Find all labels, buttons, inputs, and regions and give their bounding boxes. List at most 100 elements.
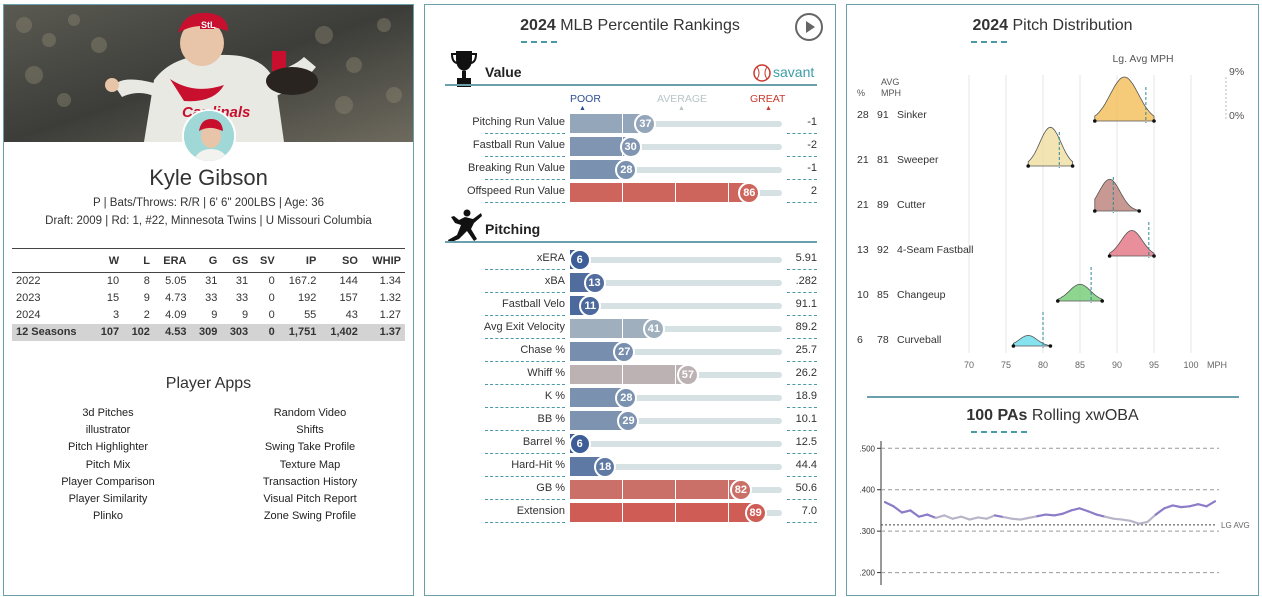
scale-great: GREAT	[750, 93, 786, 105]
curve-end-dot	[1011, 344, 1016, 348]
app-link[interactable]: Random Video	[273, 407, 347, 419]
stats-cell: 4.73	[165, 292, 187, 304]
stats-cell: 0	[252, 323, 279, 341]
xwoba-line-segment	[1036, 513, 1047, 518]
xwoba-line-segment	[909, 509, 920, 518]
x-axis-unit: MPH	[1207, 360, 1227, 370]
stats-cell: 10	[106, 275, 120, 288]
stats-header-row: W L ERA G GS SV IP SO WHIP	[12, 248, 405, 273]
app-link[interactable]: Pitch Mix	[85, 458, 131, 471]
xwoba-line-segment	[926, 513, 937, 519]
app-link[interactable]: Texture Map	[279, 458, 341, 471]
value-section-rule	[445, 84, 817, 86]
stats-cell: 0	[268, 309, 275, 321]
app-link[interactable]: Player Comparison	[61, 475, 155, 488]
stats-cell: 107	[92, 323, 124, 341]
curve-end-dot	[1152, 119, 1156, 123]
stats-cell: 0	[268, 292, 275, 304]
percentile-row-label: Fastball Velo	[502, 298, 565, 310]
percentile-row-value: .282	[795, 275, 817, 287]
app-link[interactable]: Swing Take Profile	[264, 441, 356, 454]
percentile-circle: 57	[676, 363, 699, 386]
value-section-title: Value	[485, 64, 522, 80]
curve-end-dot	[1100, 299, 1104, 303]
app-link[interactable]: 3d Pitches	[82, 407, 134, 419]
y-tick-label: .200	[859, 569, 875, 578]
percentile-row-value: 50.6	[795, 482, 817, 494]
percentile-row-label: Avg Exit Velocity	[483, 321, 565, 333]
stats-cell: 15	[106, 292, 120, 304]
xwoba-line-segment	[1188, 503, 1200, 508]
app-link[interactable]: Pitch Highlighter	[67, 441, 149, 454]
stats-header: ERA	[153, 248, 191, 273]
rolling-header: 100 PAs Rolling xwOBA	[847, 407, 1258, 425]
percentile-circle: 28	[615, 386, 638, 409]
stats-cell: 1,402	[320, 323, 362, 341]
xwoba-line-segment	[1137, 520, 1149, 525]
stats-cell: 33	[235, 292, 249, 304]
bar-grid-line	[622, 319, 623, 338]
percentile-row-label: BB %	[537, 413, 565, 425]
row-divider	[787, 338, 817, 339]
xwoba-line-segment	[1070, 507, 1081, 512]
percentile-track	[570, 303, 782, 309]
player-action-photo: Cardinals StL	[4, 5, 413, 142]
stats-cell: 2022	[16, 275, 41, 288]
app-link[interactable]: Visual Pitch Report	[263, 493, 357, 506]
distribution-title: Pitch Distribution	[1012, 17, 1133, 34]
percentile-row-label: Chase %	[520, 344, 565, 356]
app-link[interactable]: illustrator	[85, 424, 131, 437]
percentile-circle: 82	[729, 478, 752, 501]
savant-logo[interactable]: savant	[773, 64, 815, 80]
percentile-bar	[570, 137, 634, 156]
stats-cell: 5.05	[165, 275, 187, 288]
stats-cell: 1.32	[379, 292, 401, 304]
pitching-section-rule	[445, 241, 817, 243]
stats-table: W L ERA G GS SV IP SO WHIP 2022 10 8 5.05 31…	[12, 248, 405, 341]
stats-header: GS	[221, 248, 253, 273]
stats-cell: 1.27	[379, 309, 401, 321]
curve-end-dot	[1093, 119, 1097, 123]
stats-row: 2023 15 9 4.73 33 33 0 192 157 1.32	[12, 290, 405, 307]
percentile-track	[570, 121, 782, 127]
app-link[interactable]: Shifts	[296, 424, 324, 437]
xwoba-line-segment	[976, 516, 988, 520]
percentile-circle: 13	[583, 271, 606, 294]
row-divider	[485, 269, 565, 270]
percentile-track	[570, 167, 782, 173]
percentile-circle: 29	[617, 409, 640, 432]
pitch-density-curve	[1094, 178, 1140, 212]
stats-cell: 9	[143, 292, 150, 304]
app-link[interactable]: Zone Swing Profile	[263, 510, 357, 523]
stats-header: SO	[320, 248, 362, 273]
stats-cell: 1,751	[278, 323, 321, 341]
percentile-row-label: K %	[544, 390, 565, 402]
xwoba-line-segment	[943, 514, 954, 520]
stats-total-row: 12 Seasons 107 102 4.53 309 303 0 1,751 1,402 1.3…	[12, 323, 405, 341]
percentile-row-value: -1	[807, 162, 817, 174]
stats-header: WHIP	[361, 248, 405, 273]
xwoba-line-segment	[883, 501, 895, 508]
x-tick-label: 100	[1183, 360, 1198, 370]
percentile-circle: 37	[634, 112, 657, 135]
stats-cell: 2024	[16, 309, 41, 321]
percentile-track	[570, 441, 782, 447]
percentile-track	[570, 326, 782, 332]
row-divider	[787, 407, 817, 408]
pitch-avg-mph: 89	[877, 199, 889, 211]
percentile-row-value: 2	[810, 185, 817, 197]
app-link[interactable]: Transaction History	[262, 475, 358, 488]
pitcher-icon	[448, 209, 482, 243]
xwoba-line-segment	[968, 516, 980, 521]
pitch-usage-pct: 21	[857, 199, 869, 211]
row-divider	[787, 315, 817, 316]
curve-end-dot	[1152, 254, 1156, 258]
play-button[interactable]	[795, 13, 823, 41]
app-link[interactable]: Player Similarity	[68, 493, 148, 506]
app-link[interactable]: Plinko	[93, 510, 123, 523]
percentile-circle: 89	[744, 501, 767, 524]
stats-cell: 1.34	[379, 275, 401, 288]
row-divider	[485, 133, 565, 134]
header-underline	[971, 41, 1007, 43]
play-icon	[806, 21, 815, 33]
